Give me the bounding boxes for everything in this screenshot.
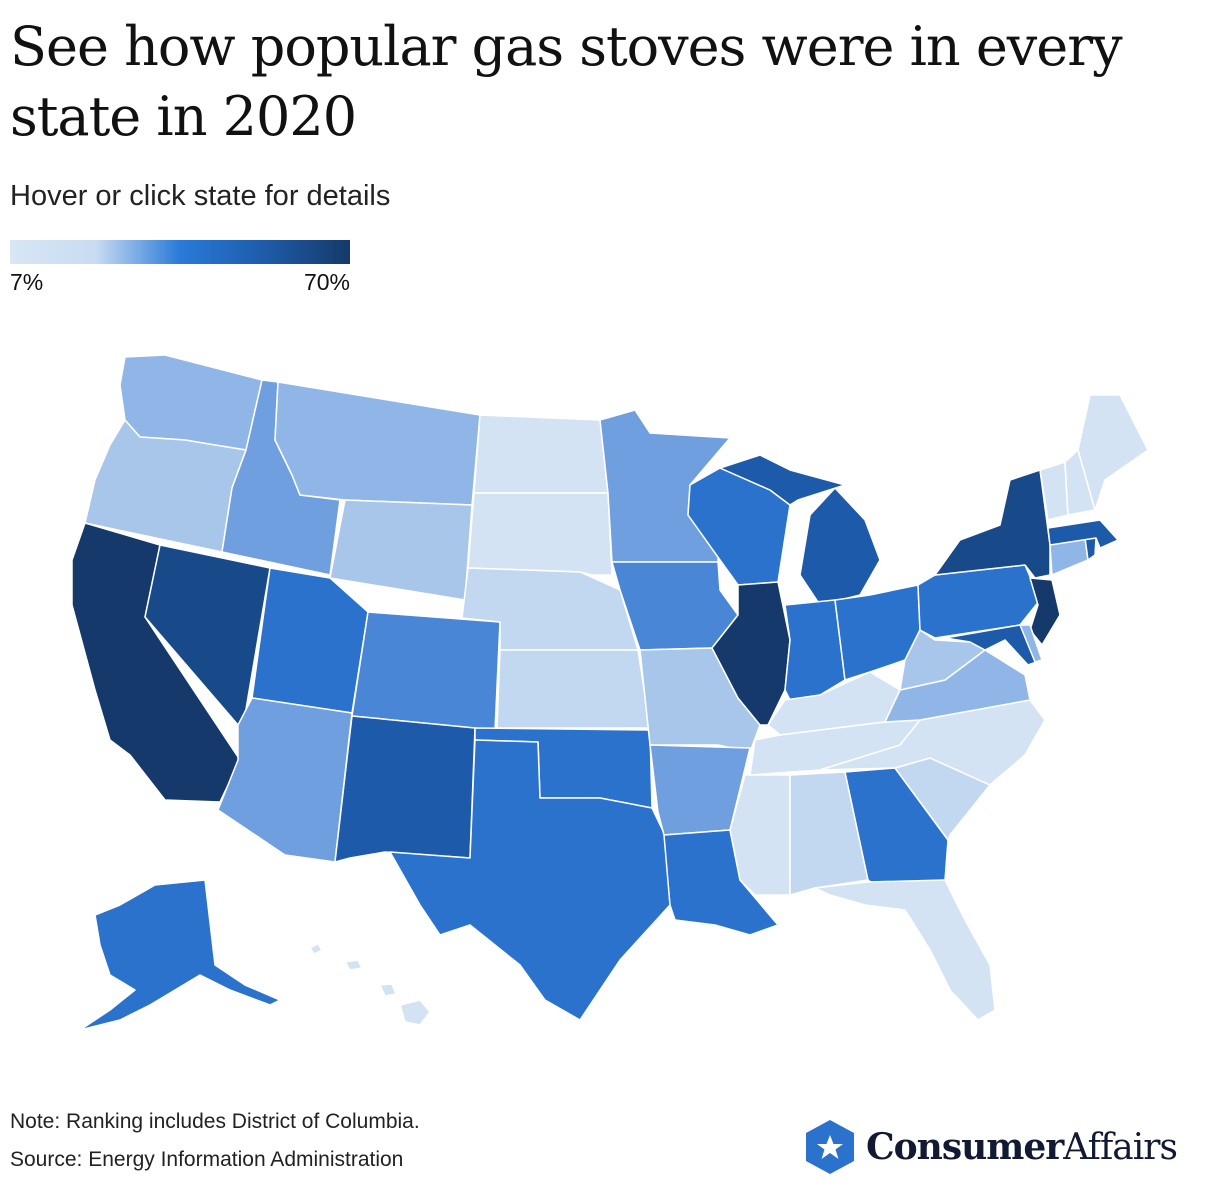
brand-logo[interactable]: ConsumerAffairs [804, 1118, 1178, 1176]
state-TX[interactable] [389, 739, 671, 1021]
color-legend: 7% 70% [10, 240, 350, 296]
state-KS[interactable] [496, 649, 651, 729]
state-SD[interactable] [467, 492, 613, 576]
state-WY[interactable] [329, 499, 473, 601]
state-IN[interactable] [784, 599, 846, 701]
brand-name: ConsumerAffairs [866, 1126, 1178, 1168]
state-AK[interactable] [79, 879, 281, 1031]
state-IL[interactable] [711, 581, 791, 726]
state-ME[interactable] [1077, 394, 1149, 511]
state-DE[interactable] [1019, 624, 1043, 663]
state-ND[interactable] [473, 414, 609, 494]
state-MT[interactable] [274, 381, 481, 506]
state-MI[interactable] [719, 454, 881, 606]
state-NM[interactable] [334, 715, 476, 863]
legend-max-label: 70% [303, 269, 350, 295]
legend-labels: 7% 70% [10, 269, 350, 296]
brand-name-regular: Affairs [1063, 1127, 1178, 1168]
footer-source: Source: Energy Information Administratio… [10, 1148, 404, 1171]
state-WV[interactable] [899, 629, 986, 691]
brand-name-bold: Consumer [866, 1126, 1064, 1168]
state-MA[interactable] [1047, 519, 1119, 549]
chart-title: See how popular gas stoves were in every… [10, 15, 1123, 148]
state-CO[interactable] [351, 611, 501, 731]
legend-min-label: 7% [10, 269, 44, 295]
state-AL[interactable] [789, 771, 869, 896]
state-NJ[interactable] [1029, 577, 1061, 646]
state-HI[interactable] [309, 943, 431, 1026]
star-hexagon-logo-icon [806, 1120, 854, 1174]
state-FL[interactable] [814, 879, 996, 1021]
footer-note: Note: Ranking includes District of Colum… [10, 1110, 420, 1133]
state-UT[interactable] [251, 567, 369, 714]
us-choropleth-map [71, 354, 1149, 1031]
legend-gradient-bar [10, 240, 350, 264]
chart-subtitle: Hover or click state for details [10, 180, 391, 212]
state-WA[interactable] [119, 354, 263, 451]
state-NY[interactable] [934, 469, 1051, 579]
